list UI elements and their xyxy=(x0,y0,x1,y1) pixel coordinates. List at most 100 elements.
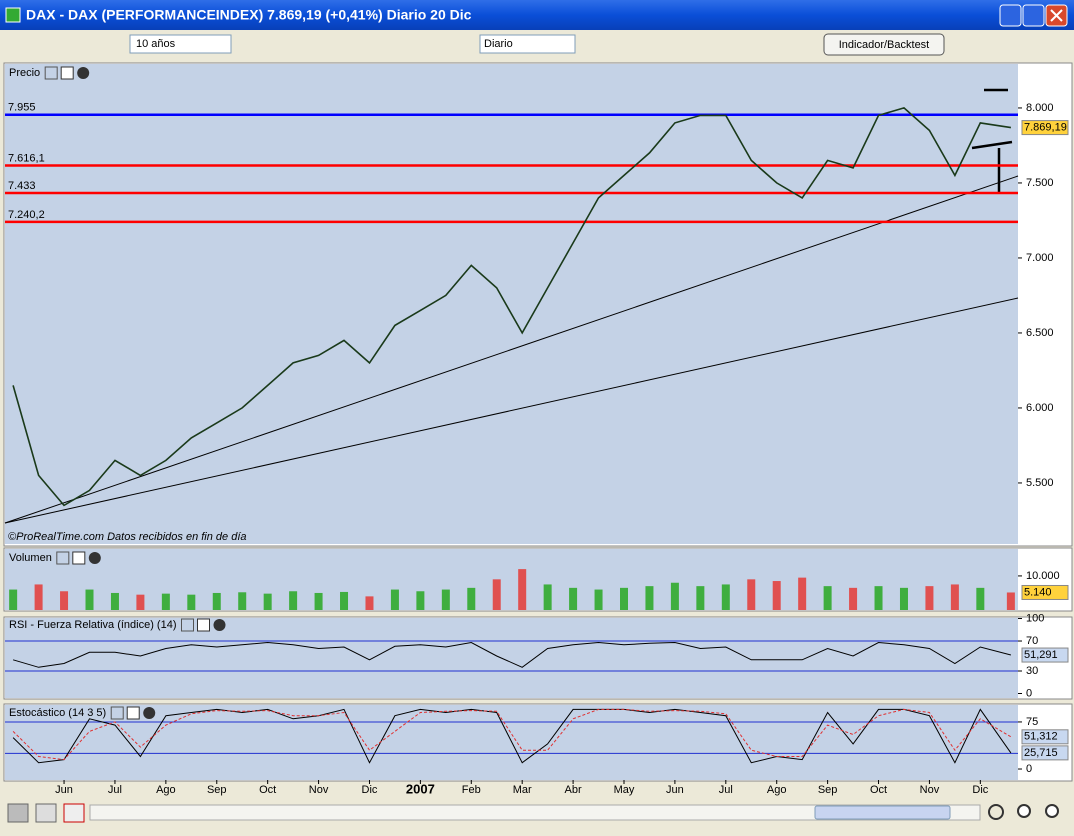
current-label: 25,715 xyxy=(1024,747,1058,759)
volume-bar xyxy=(543,584,552,610)
volume-bar xyxy=(849,587,858,610)
volume-bar xyxy=(238,592,247,610)
volume-bar xyxy=(314,592,323,610)
x-tick-label: Mar xyxy=(513,784,532,796)
current-box xyxy=(1021,584,1069,600)
period-select[interactable] xyxy=(129,34,232,54)
volume-bar xyxy=(441,589,450,610)
volume-bar xyxy=(416,591,425,610)
volume-bar xyxy=(161,593,170,610)
volume-bar xyxy=(263,593,272,610)
zoom-out[interactable] xyxy=(1017,804,1031,818)
close-icon xyxy=(1050,9,1063,22)
annotation xyxy=(971,88,1013,192)
x-tick-label: Nov xyxy=(920,784,940,796)
volume-bar xyxy=(976,587,985,610)
x-tick-label: 2007 xyxy=(406,781,435,796)
volume-bar xyxy=(492,579,501,610)
x-tick-label: Ago xyxy=(156,784,176,796)
panel-title: Precio xyxy=(9,67,40,79)
calc-icon[interactable] xyxy=(35,803,57,823)
y-tick-label: 0 xyxy=(1026,687,1032,699)
window-title: DAX - DAX (PERFORMANCEINDEX) 7.869,19 (+… xyxy=(26,7,472,23)
x-tick-label: Nov xyxy=(309,784,329,796)
scrollbar[interactable] xyxy=(89,804,981,821)
x-tick-label: Oct xyxy=(259,784,276,796)
level-label: 7.616,1 xyxy=(8,152,45,164)
volume-bar xyxy=(467,587,476,610)
y-tick-label: 0 xyxy=(1026,763,1032,775)
panel-close[interactable] xyxy=(213,619,226,631)
minimize[interactable] xyxy=(999,4,1022,27)
panel-window[interactable] xyxy=(60,66,74,80)
volume-bar xyxy=(518,569,527,610)
volume-bar xyxy=(772,581,781,610)
x-tick-label: Abr xyxy=(565,784,582,796)
volume-bar xyxy=(289,591,298,610)
y-tick-label: 6.500 xyxy=(1026,327,1054,339)
y-tick-label: 100 xyxy=(1026,612,1044,624)
x-tick-label: May xyxy=(614,784,635,796)
level-label: 7.955 xyxy=(8,102,36,114)
volume-bar xyxy=(645,586,654,610)
series-line xyxy=(12,641,1012,668)
panel-close[interactable] xyxy=(88,552,101,564)
x-tick-label: Dic xyxy=(362,784,378,796)
series-line xyxy=(12,708,1012,761)
zoom-fit[interactable] xyxy=(988,804,1004,820)
title-bar xyxy=(0,0,1074,30)
panel-settings[interactable] xyxy=(110,706,124,720)
panel-settings[interactable] xyxy=(44,66,58,80)
series-line xyxy=(12,708,1012,764)
panel-window[interactable] xyxy=(126,706,140,720)
interval-select[interactable] xyxy=(479,34,576,54)
y-tick-label: 7.500 xyxy=(1026,177,1054,189)
x-tick-label: Dic xyxy=(972,784,988,796)
panel-settings[interactable] xyxy=(181,618,194,632)
volume-bar xyxy=(619,587,628,610)
series-line xyxy=(12,107,1012,507)
x-tick-label: Jul xyxy=(108,784,122,796)
volume-bar xyxy=(798,577,807,610)
current-label: 51,312 xyxy=(1024,731,1058,743)
panel-close[interactable] xyxy=(143,707,156,719)
volume-bar xyxy=(899,587,908,610)
panel-window[interactable] xyxy=(72,551,86,565)
y-tick-label: 8.000 xyxy=(1026,102,1054,114)
indicator-button-text: Indicador/Backtest xyxy=(839,39,930,51)
footer-note: ©ProRealTime.com Datos recibidos en fin … xyxy=(8,531,247,543)
level-label: 7.240,2 xyxy=(8,209,45,221)
volume-bar xyxy=(340,591,349,610)
volume-bar xyxy=(696,586,705,610)
x-tick-label: Jun xyxy=(55,784,73,796)
current-label: 5.140 xyxy=(1024,586,1052,598)
panel-title: Estocástico (14 3 5) xyxy=(9,707,106,719)
volume-bar xyxy=(9,589,18,610)
volume-bar xyxy=(569,587,578,610)
x-tick-label: Jul xyxy=(719,784,733,796)
indicator-button[interactable] xyxy=(823,33,945,56)
volume-bar xyxy=(34,584,43,610)
delete-icon[interactable] xyxy=(63,803,85,823)
panel-window[interactable] xyxy=(197,618,210,632)
print-icon[interactable] xyxy=(7,803,29,823)
panel-close[interactable] xyxy=(77,67,90,79)
volume-bar xyxy=(925,586,934,610)
panel-title: Volumen xyxy=(9,552,52,564)
panel-settings[interactable] xyxy=(56,551,70,565)
y-tick-label: 5.500 xyxy=(1026,477,1054,489)
zoom-in[interactable] xyxy=(1045,804,1059,818)
volume-bar xyxy=(747,579,756,610)
scroll-thumb[interactable] xyxy=(814,805,951,820)
volume-bar xyxy=(390,589,399,610)
volume-bar xyxy=(1006,592,1015,610)
current-box xyxy=(1021,120,1069,136)
panel-title: RSI - Fuerza Relativa (índice) (14) xyxy=(9,619,177,631)
current-box xyxy=(1021,729,1069,745)
x-tick-label: Jun xyxy=(666,784,684,796)
maximize[interactable] xyxy=(1022,4,1045,27)
x-tick-label: Sep xyxy=(818,784,838,796)
x-tick-label: Feb xyxy=(462,784,481,796)
interval-text: Diario xyxy=(484,38,513,50)
